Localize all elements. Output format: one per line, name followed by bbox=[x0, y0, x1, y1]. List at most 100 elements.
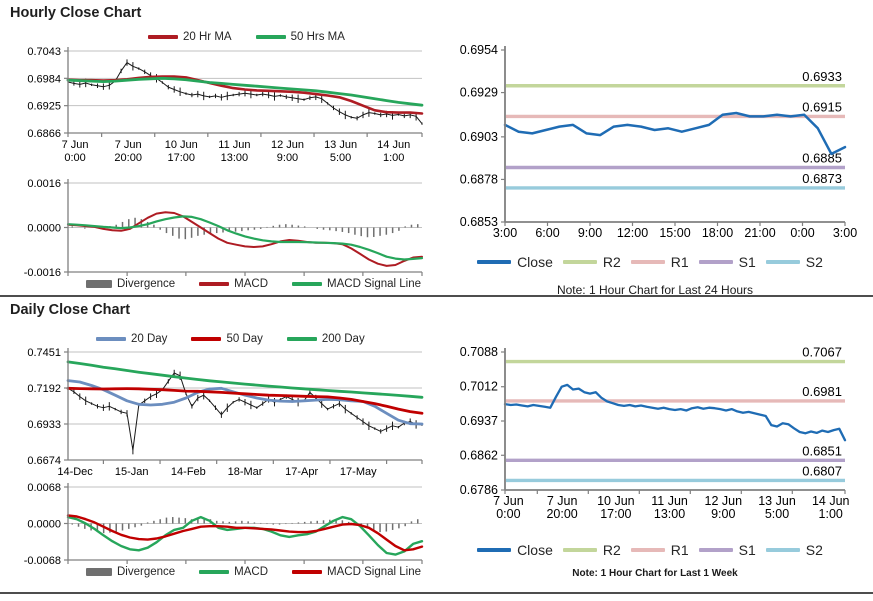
legend-item-20-day: 20 Day bbox=[96, 333, 167, 345]
x-tick-label: 15:00 bbox=[659, 226, 690, 240]
daily-close-chart: 0.7451 0.7192 0.6933 0.6674 14-Dec 15-Jan 14-F… bbox=[0, 330, 436, 482]
macd-signal-line-swatch-icon bbox=[292, 282, 323, 286]
legend-label: 20 Day bbox=[131, 333, 168, 345]
legend-label: R2 bbox=[602, 254, 621, 270]
x-tick-label: 17-Apr bbox=[285, 466, 318, 478]
hourly-macd-legend: Divergence MACD MACD Signal Line bbox=[86, 278, 445, 290]
200-day-swatch-icon bbox=[286, 337, 317, 341]
legend-item-divergence: Divergence bbox=[86, 278, 175, 290]
daily-macd-legend: Divergence MACD MACD Signal Line bbox=[86, 566, 445, 578]
y-tick-label: 0.7043 bbox=[27, 46, 61, 58]
legend-label: S2 bbox=[805, 254, 823, 270]
legend-item-macd-signal-line: MACD Signal Line bbox=[292, 278, 421, 290]
y-tick-label: 0.6933 bbox=[27, 419, 61, 431]
x-tick-label: 10 Jun 17:00 bbox=[597, 494, 635, 521]
x-tick-label: 6:00 bbox=[535, 226, 559, 240]
legend-label: 50 Hrs MA bbox=[290, 31, 345, 43]
y-tick-label: 0.6878 bbox=[460, 172, 498, 186]
legend-label: 20 Hr MA bbox=[183, 31, 232, 43]
s1-value-label: 0.6851 bbox=[802, 443, 842, 458]
legend-item-20-hr-ma: 20 Hr MA bbox=[148, 31, 232, 43]
r1-swatch-icon bbox=[630, 548, 665, 552]
50-day-swatch-icon bbox=[191, 337, 222, 341]
y-tick-label: 0.0000 bbox=[27, 223, 61, 235]
intraday_24h-plot: 0.69330.69150.68850.68730.69540.69290.69… bbox=[460, 43, 857, 240]
x-tick-label: 7 Jun 0:00 bbox=[62, 139, 89, 164]
section-divider-bottom bbox=[0, 592, 873, 594]
hourly-ma-legend: 20 Hr MA 50 Hrs MA bbox=[148, 31, 369, 43]
legend-label: Close bbox=[517, 254, 553, 270]
legend-label: MACD bbox=[234, 278, 269, 290]
r1-value-label: 0.6981 bbox=[802, 384, 842, 399]
divergence-swatch-icon bbox=[86, 280, 112, 288]
y-tick-label: 0.6984 bbox=[27, 73, 61, 85]
x-tick-label: 7 Jun 20:00 bbox=[114, 139, 142, 164]
legend-item-200-day: 200 Day bbox=[286, 333, 365, 345]
20-hr-ma-swatch-icon bbox=[148, 35, 178, 39]
x-tick-label: 0:00 bbox=[790, 226, 814, 240]
legend-item-s1: S1 bbox=[698, 254, 756, 270]
y-tick-label: 0.6853 bbox=[460, 215, 498, 229]
macd-swatch-icon bbox=[199, 570, 230, 574]
legend-item-close: Close bbox=[477, 254, 553, 270]
macd-signal-line-series bbox=[66, 514, 424, 552]
x-tick-label: 18-Mar bbox=[228, 466, 263, 478]
x-tick-label: 3:00 bbox=[833, 226, 857, 240]
r1-value-label: 0.6915 bbox=[802, 99, 842, 114]
y-tick-label: 0.6903 bbox=[460, 130, 498, 144]
legend-label: MACD Signal Line bbox=[327, 566, 422, 578]
s1-swatch-icon bbox=[698, 260, 733, 264]
s2-swatch-icon bbox=[765, 548, 800, 552]
note-last-1-week: Note: 1 Hour Chart for Last 1 Week bbox=[572, 568, 738, 579]
x-tick-label: 11 Jun 13:00 bbox=[651, 494, 688, 521]
note-last-24-hours: Note: 1 Hour Chart for Last 24 Hours bbox=[556, 283, 754, 297]
r2-value-label: 0.6933 bbox=[802, 69, 842, 84]
daily-section-title: Daily Close Chart bbox=[10, 302, 131, 318]
x-tick-label: 9:00 bbox=[578, 226, 602, 240]
x-tick-label: 15-Jan bbox=[115, 466, 149, 478]
legend-item-r2: R2 bbox=[562, 254, 621, 270]
legend-label: R1 bbox=[670, 254, 689, 270]
r2-swatch-icon bbox=[562, 548, 597, 552]
s2-swatch-icon bbox=[765, 260, 800, 264]
legend-label: 50 Day bbox=[226, 333, 263, 345]
y-tick-label: 0.6862 bbox=[460, 448, 498, 462]
legend-item-s2: S2 bbox=[765, 254, 823, 270]
y-tick-label: 0.6674 bbox=[27, 455, 61, 467]
close-series bbox=[503, 111, 847, 156]
x-tick-label: 11 Jun 13:00 bbox=[218, 139, 250, 164]
y-tick-label: 0.7012 bbox=[460, 380, 498, 394]
close-swatch-icon bbox=[477, 548, 512, 552]
legend-item-r1: R1 bbox=[630, 254, 689, 270]
x-tick-label: 14 Jun 1:00 bbox=[812, 494, 850, 521]
legend-item-s1: S1 bbox=[698, 542, 756, 558]
x-tick-label: 7 Jun 20:00 bbox=[546, 494, 577, 521]
y-tick-label: 0.6866 bbox=[27, 128, 61, 140]
y-tick-label: 0.6786 bbox=[460, 483, 498, 497]
macd-swatch-icon bbox=[199, 282, 230, 286]
legend-item-50-hrs-ma: 50 Hrs MA bbox=[255, 31, 345, 43]
legend-label: MACD bbox=[234, 566, 269, 578]
legend-label: S2 bbox=[805, 542, 823, 558]
hourly-section-title: Hourly Close Chart bbox=[10, 5, 142, 21]
macd-signal-line-swatch-icon bbox=[292, 570, 323, 574]
section-divider bbox=[0, 295, 873, 297]
hourly-macd-chart: 0.0016 0.0000 -0.0016 bbox=[0, 176, 436, 282]
x-tick-label: 13 Jun 5:00 bbox=[324, 139, 357, 164]
y-tick-label: 0.7451 bbox=[27, 347, 61, 359]
intraday-week-legend: Close R2 R1 S1 S2 bbox=[437, 542, 873, 558]
legend-item-macd: MACD bbox=[199, 278, 268, 290]
legend-item-close: Close bbox=[477, 542, 553, 558]
intraday-week-pivot-chart: 0.7067 0.6981 0.6851 0.6807 0.7088 0.7012 0.69… bbox=[437, 340, 873, 540]
legend-label: S1 bbox=[738, 542, 756, 558]
legend-item-macd: MACD bbox=[199, 566, 268, 578]
y-tick-label: 0.0068 bbox=[27, 482, 61, 494]
legend-label: Divergence bbox=[117, 566, 176, 578]
x-tick-label: 7 Jun 0:00 bbox=[493, 494, 524, 521]
y-tick-label: 0.6925 bbox=[27, 101, 61, 113]
legend-label: Close bbox=[517, 542, 553, 558]
x-tick-label: 10 Jun 17:00 bbox=[165, 139, 198, 164]
x-tick-label: 12 Jun 9:00 bbox=[271, 139, 304, 164]
